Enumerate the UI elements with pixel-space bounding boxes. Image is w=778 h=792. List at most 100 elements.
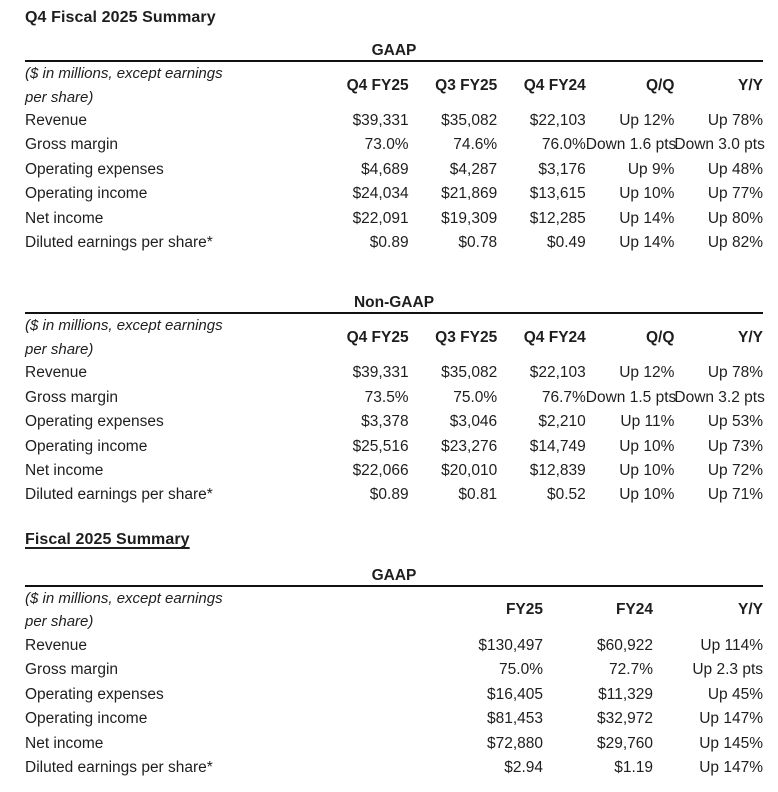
- table-caption: GAAP: [371, 566, 417, 584]
- row-label: Diluted earnings per share*: [25, 758, 213, 776]
- table-row: Operating income $81,453 $32,972 Up 147%: [25, 707, 763, 731]
- cell-value: 75.0%: [499, 661, 543, 679]
- cell-value: $12,839: [529, 462, 586, 480]
- row-label: Operating income: [25, 437, 148, 455]
- column-header: Q4 FY24: [523, 328, 586, 346]
- q4-non-gaap-table-section: Non-GAAP ($ in millions, except earnings p…: [25, 295, 765, 507]
- fy-gaap-table-section: GAAP ($ in millions, except earnings per s…: [25, 566, 763, 780]
- cell-value: $19,309: [441, 209, 498, 227]
- table-note: ($ in millions, except earnings per share…: [25, 586, 433, 634]
- cell-value: Up 147%: [699, 758, 763, 776]
- cell-value: Up 10%: [619, 185, 675, 203]
- cell-value: 72.7%: [609, 661, 653, 679]
- cell-value: $22,091: [352, 209, 409, 227]
- cell-value: 76.7%: [541, 388, 586, 406]
- cell-value: $35,082: [441, 364, 498, 382]
- q4-gaap-table-section: GAAP ($ in millions, except earnings per s…: [25, 42, 765, 255]
- cell-value: Up 53%: [707, 413, 763, 431]
- cell-value: $22,103: [529, 364, 586, 382]
- cell-value: $20,010: [441, 462, 498, 480]
- cell-value: $12,285: [529, 209, 586, 227]
- cell-value: 76.0%: [541, 136, 586, 154]
- table-caption: GAAP: [371, 42, 417, 59]
- cell-value: Up 2.3 pts: [692, 661, 763, 679]
- cell-value: $32,972: [596, 710, 653, 728]
- cell-value: Up 71%: [707, 486, 763, 504]
- row-label: Diluted earnings per share*: [25, 486, 213, 504]
- row-label: Diluted earnings per share*: [25, 234, 213, 252]
- row-label: Revenue: [25, 364, 88, 382]
- section-title-q4-fiscal-2025-summary: Q4 Fiscal 2025 Summary: [25, 9, 216, 26]
- cell-value: $2.94: [504, 758, 543, 776]
- cell-value: $3,046: [449, 413, 498, 431]
- row-label: Operating expenses: [25, 685, 164, 703]
- column-header: Y/Y: [738, 76, 763, 94]
- table-row: Diluted earnings per share* $0.89 $0.81 $0.…: [25, 483, 763, 507]
- cell-value: $16,405: [486, 685, 543, 703]
- column-header: Q3 FY25: [435, 328, 498, 346]
- cell-value: $60,922: [596, 636, 653, 654]
- cell-value: 73.5%: [364, 388, 409, 406]
- table-row: Diluted earnings per share* $2.94 $1.19 Up …: [25, 756, 763, 780]
- cell-value: Up 48%: [707, 160, 763, 178]
- cell-value: $4,689: [361, 160, 409, 178]
- cell-value: Up 82%: [707, 234, 763, 252]
- column-header: Y/Y: [738, 601, 763, 619]
- cell-value: $24,034: [352, 185, 409, 203]
- cell-value: Up 72%: [707, 462, 763, 480]
- row-label: Operating income: [25, 185, 148, 203]
- cell-value: $22,066: [352, 462, 409, 480]
- row-label: Net income: [25, 209, 104, 227]
- section-title-fiscal-2025-summary: Fiscal 2025 Summary: [25, 530, 190, 548]
- header-row: ($ in millions, except earnings per share…: [25, 61, 763, 109]
- table-row: Net income $22,091 $19,309 $12,285 Up 14% Up …: [25, 207, 763, 231]
- cell-value: Up 9%: [627, 160, 675, 178]
- cell-value: 73.0%: [364, 136, 409, 154]
- table-row: Net income $22,066 $20,010 $12,839 Up 10% Up …: [25, 459, 763, 483]
- table-row: Net income $72,880 $29,760 Up 145%: [25, 732, 763, 756]
- cell-value: $14,749: [529, 437, 586, 455]
- data-table: ($ in millions, except earnings per share…: [25, 60, 765, 255]
- table-row: Diluted earnings per share* $0.89 $0.78 $0.…: [25, 231, 763, 255]
- column-header: FY25: [505, 601, 543, 619]
- row-label: Operating expenses: [25, 413, 164, 431]
- cell-value: $39,331: [352, 112, 409, 129]
- row-label: Gross margin: [25, 136, 119, 154]
- column-header: Q4 FY25: [346, 328, 409, 346]
- row-label: Revenue: [25, 636, 88, 654]
- column-header: Q3 FY25: [435, 76, 498, 94]
- cell-value: $39,331: [352, 364, 409, 382]
- cell-value: Up 14%: [619, 234, 675, 252]
- cell-value: $35,082: [441, 112, 498, 129]
- column-header: Q/Q: [645, 328, 675, 346]
- cell-value: $3,378: [361, 413, 409, 431]
- column-header: Q4 FY24: [523, 76, 586, 94]
- cell-value: $29,760: [596, 734, 653, 752]
- table-row: Gross margin 73.5% 75.0% 76.7% Down 1.5 pts D…: [25, 386, 765, 410]
- column-header: FY24: [615, 601, 653, 619]
- cell-value: 75.0%: [453, 388, 498, 406]
- cell-value: $0.89: [369, 234, 409, 252]
- table-row: Gross margin 75.0% 72.7% Up 2.3 pts: [25, 658, 763, 682]
- column-header: Y/Y: [738, 328, 763, 346]
- row-label: Operating income: [25, 710, 148, 728]
- cell-value: $25,516: [352, 437, 409, 455]
- cell-value: Up 12%: [619, 364, 675, 382]
- table-row: Operating expenses $16,405 $11,329 Up 45%: [25, 683, 763, 707]
- table-note-line: ($ in millions, except earnings: [25, 65, 223, 82]
- cell-value: $23,276: [441, 437, 498, 455]
- row-label: Revenue: [25, 112, 88, 129]
- cell-value: Up 10%: [619, 486, 675, 504]
- cell-value: $130,497: [478, 636, 543, 654]
- cell-value: $11,329: [598, 685, 653, 703]
- cell-value: $13,615: [529, 185, 586, 203]
- cell-value: Up 78%: [707, 112, 763, 129]
- table-note-line: ($ in millions, except earnings: [25, 317, 223, 335]
- cell-value: Up 78%: [707, 364, 763, 382]
- cell-value: Up 14%: [619, 209, 675, 227]
- cell-value: Up 114%: [700, 636, 763, 654]
- data-table: ($ in millions, except earnings per share…: [25, 584, 763, 780]
- cell-value: $0.78: [458, 234, 498, 252]
- table-note: ($ in millions, except earnings per share…: [25, 313, 320, 361]
